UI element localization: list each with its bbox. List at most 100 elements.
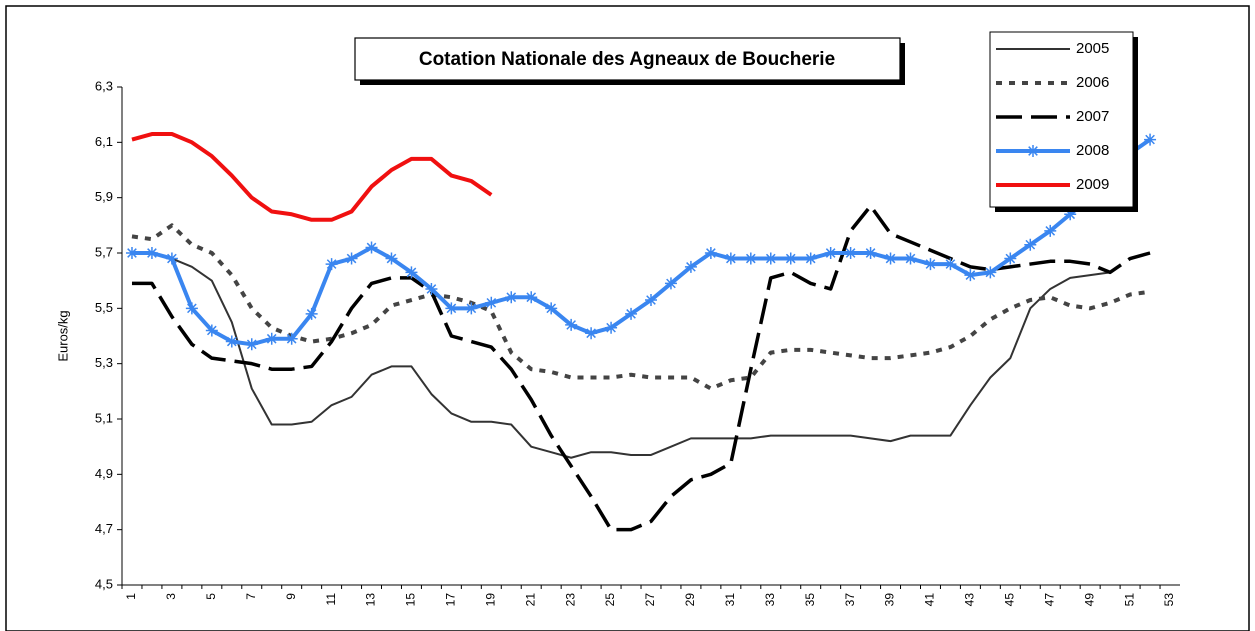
legend-label: 2009 bbox=[1076, 176, 1109, 193]
y-tick-label: 6,1 bbox=[95, 134, 113, 149]
marker bbox=[804, 252, 817, 265]
series-2008 bbox=[125, 133, 1157, 351]
marker bbox=[505, 291, 518, 304]
y-tick-label: 4,5 bbox=[95, 576, 113, 591]
marker bbox=[864, 247, 877, 259]
series-2005 bbox=[131, 252, 1111, 459]
y-tick-label: 4,9 bbox=[95, 466, 113, 481]
marker bbox=[265, 332, 278, 345]
marker bbox=[824, 247, 837, 259]
marker bbox=[744, 252, 757, 265]
x-tick-label: 23 bbox=[563, 593, 577, 607]
y-axis-label: Euros/kg bbox=[55, 310, 70, 361]
legend-label: 2007 bbox=[1076, 108, 1109, 125]
series-2009 bbox=[131, 132, 493, 222]
x-tick-label: 9 bbox=[284, 593, 298, 600]
legend-box bbox=[989, 31, 1134, 208]
marker bbox=[545, 302, 558, 315]
marker bbox=[884, 252, 897, 265]
x-tick-label: 47 bbox=[1042, 593, 1056, 607]
marker bbox=[984, 266, 997, 279]
marker bbox=[585, 327, 598, 340]
series-2007 bbox=[131, 204, 1151, 532]
y-tick-label: 5,9 bbox=[95, 189, 113, 204]
x-tick-label: 11 bbox=[324, 593, 338, 606]
marker bbox=[565, 318, 578, 331]
plot-area: 4,54,74,95,15,35,55,75,96,16,31 3 5 7 9 11 13 1… bbox=[95, 78, 1180, 606]
marker bbox=[205, 324, 218, 337]
marker bbox=[605, 321, 618, 334]
legend: 2005 2006 2007 2008 2009 bbox=[989, 31, 1138, 212]
marker bbox=[1044, 224, 1057, 237]
marker bbox=[245, 338, 258, 351]
marker bbox=[1064, 208, 1077, 221]
marker bbox=[1024, 238, 1037, 251]
x-tick-label: 29 bbox=[683, 593, 697, 607]
x-tick-label: 1 bbox=[124, 593, 138, 600]
marker bbox=[844, 247, 857, 259]
marker bbox=[1004, 252, 1017, 265]
marker bbox=[525, 291, 538, 304]
line bbox=[131, 137, 1152, 347]
x-tick-label: 21 bbox=[523, 593, 537, 607]
x-tick-label: 31 bbox=[723, 593, 737, 607]
x-tick-label: 37 bbox=[843, 593, 857, 607]
marker bbox=[345, 252, 358, 265]
x-tick-label: 41 bbox=[923, 593, 937, 607]
x-tick-label: 25 bbox=[603, 593, 617, 607]
marker bbox=[165, 252, 178, 265]
line bbox=[131, 252, 1111, 459]
y-tick-label: 5,3 bbox=[95, 355, 113, 370]
y-tick-label: 4,7 bbox=[95, 521, 113, 536]
marker bbox=[485, 296, 498, 309]
marker bbox=[465, 302, 478, 315]
x-tick-label: 7 bbox=[244, 593, 258, 600]
marker bbox=[704, 247, 717, 259]
legend-label: 2008 bbox=[1076, 142, 1109, 159]
y-tick-label: 5,1 bbox=[95, 410, 113, 425]
marker bbox=[1144, 133, 1157, 146]
marker bbox=[904, 252, 917, 265]
marker bbox=[305, 307, 318, 320]
y-tick-label: 5,5 bbox=[95, 300, 113, 315]
x-tick-label: 45 bbox=[1002, 593, 1016, 607]
marker bbox=[385, 252, 398, 265]
legend-label: 2005 bbox=[1076, 40, 1109, 57]
marker bbox=[365, 241, 378, 254]
marker bbox=[944, 258, 957, 271]
marker bbox=[784, 252, 797, 265]
marker bbox=[625, 307, 638, 320]
x-tick-label: 27 bbox=[643, 593, 657, 607]
marker bbox=[924, 258, 937, 271]
chart-title: Cotation Nationale des Agneaux de Bouche… bbox=[419, 49, 835, 70]
x-tick-label: 53 bbox=[1162, 593, 1176, 607]
title-box: Cotation Nationale des Agneaux de Bouche… bbox=[354, 37, 905, 85]
marker bbox=[645, 294, 657, 307]
marker bbox=[445, 302, 458, 315]
marker bbox=[325, 258, 338, 271]
x-tick-label: 5 bbox=[204, 593, 218, 600]
marker bbox=[724, 252, 737, 265]
series-2006 bbox=[131, 223, 1151, 391]
marker bbox=[185, 302, 198, 315]
marker bbox=[964, 269, 977, 282]
x-tick-label: 15 bbox=[404, 593, 418, 607]
marker bbox=[405, 266, 418, 279]
legend-label: 2006 bbox=[1076, 74, 1109, 91]
x-tick-label: 13 bbox=[364, 593, 378, 607]
x-tick-label: 3 bbox=[164, 593, 178, 600]
x-tick-label: 51 bbox=[1122, 593, 1136, 607]
x-tick-label: 35 bbox=[803, 593, 817, 607]
marker bbox=[764, 252, 777, 265]
x-tick-label: 49 bbox=[1082, 593, 1096, 607]
marker bbox=[684, 260, 697, 273]
y-tick-label: 6,3 bbox=[95, 78, 113, 93]
x-tick-label: 17 bbox=[444, 593, 458, 607]
x-tick-label: 43 bbox=[963, 593, 977, 607]
marker bbox=[225, 335, 238, 348]
marker bbox=[145, 247, 158, 259]
line bbox=[131, 223, 1151, 391]
marker bbox=[125, 247, 138, 259]
marker bbox=[664, 277, 677, 290]
